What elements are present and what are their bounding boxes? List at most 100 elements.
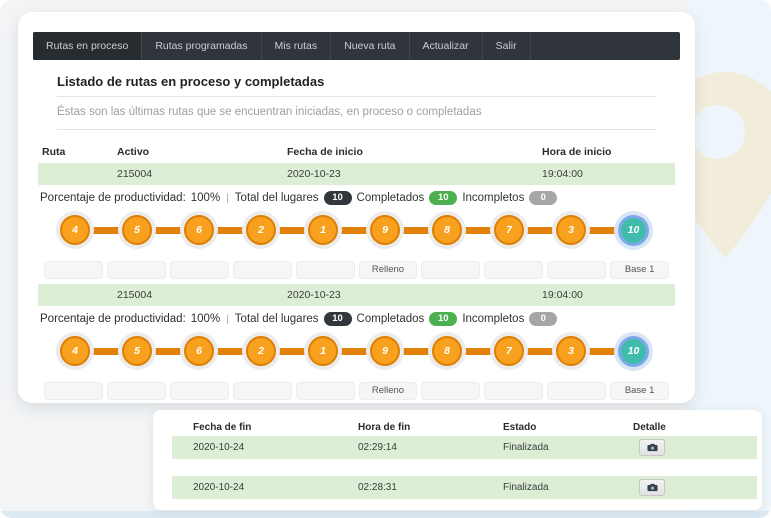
cell-activo: 215004 [117, 168, 153, 180]
finish-card: Fecha de fin Hora de fin Estado Detalle … [153, 410, 762, 510]
total-places-badge: 10 [323, 312, 352, 326]
productivity-label: Porcentaje de productividad: [40, 192, 186, 204]
status-badge: Finalizada [503, 482, 549, 493]
col-hora-inicio: Hora de inicio [542, 146, 612, 158]
detail-button[interactable] [639, 479, 665, 496]
stop-circle-3[interactable]: 3 [556, 336, 586, 366]
navbar: Rutas en proceso Rutas programadas Mis rut… [33, 32, 680, 60]
stop-label [421, 261, 481, 279]
col-detalle: Detalle [633, 421, 666, 433]
nav-item-rutas-en-proceso[interactable]: Rutas en proceso [33, 32, 143, 60]
incomplete-label: Incompletos [462, 192, 525, 204]
route-timeline: 4 5 6 2 1 9 8 7 3 10 [60, 329, 649, 373]
stop-label [547, 382, 607, 400]
stop-labels-row: Relleno Base 1 [44, 382, 670, 400]
stop-label [232, 382, 292, 400]
cell-fecha-fin: 2020-10-24 [193, 482, 245, 493]
stop-label [484, 382, 544, 400]
col-ruta: Ruta [42, 146, 66, 158]
nav-item-actualizar[interactable]: Actualizar [410, 32, 483, 60]
stop-circle-9[interactable]: 9 [370, 215, 400, 245]
stop-label [44, 382, 103, 400]
stop-circle-10[interactable]: 10 [618, 214, 649, 246]
stop-circle-9[interactable]: 9 [370, 336, 400, 366]
cell-hora-inicio: 19:04:00 [542, 289, 583, 301]
stop-label [169, 382, 229, 400]
col-activo: Activo [117, 146, 150, 158]
finish-row: 2020-10-24 02:28:31 Finalizada [172, 476, 757, 499]
camera-icon [646, 483, 658, 492]
stop-label [421, 382, 481, 400]
stop-circle-1[interactable]: 1 [308, 215, 338, 245]
col-hora-fin: Hora de fin [358, 421, 411, 433]
stop-circle-8[interactable]: 8 [432, 215, 462, 245]
cell-hora-inicio: 19:04:00 [542, 168, 583, 180]
finish-table: Fecha de fin Hora de fin Estado Detalle … [172, 420, 757, 499]
stop-label [106, 382, 166, 400]
total-places-label: Total del lugares [234, 192, 319, 204]
camera-icon [646, 443, 658, 452]
stop-label [44, 261, 103, 279]
stop-circle-2[interactable]: 2 [246, 336, 276, 366]
stop-circle-5[interactable]: 5 [122, 215, 152, 245]
page-title: Listado de rutas en proceso y completada… [57, 74, 656, 97]
stop-label: Relleno [358, 382, 418, 400]
stop-circle-3[interactable]: 3 [556, 215, 586, 245]
stop-label: Base 1 [610, 261, 670, 279]
stop-circle-10[interactable]: 10 [618, 335, 649, 367]
col-fecha-inicio: Fecha de inicio [287, 146, 363, 158]
routes-container: 215004 2020-10-23 19:04:00 Porcentaje de… [38, 163, 675, 400]
stop-circle-7[interactable]: 7 [494, 336, 524, 366]
col-fecha-fin: Fecha de fin [193, 421, 252, 433]
incomplete-badge: 0 [529, 312, 558, 326]
route-block: 215004 2020-10-23 19:04:00 Porcentaje de… [38, 163, 675, 279]
page-subtitle: Éstas son las últimas rutas que se encue… [57, 106, 656, 130]
stop-label: Relleno [358, 261, 418, 279]
stop-circle-6[interactable]: 6 [184, 336, 214, 366]
cell-hora-fin: 02:29:14 [358, 442, 397, 453]
route-timeline: 4 5 6 2 1 9 8 7 3 10 [60, 208, 649, 252]
stop-circle-7[interactable]: 7 [494, 215, 524, 245]
page-header: Listado de rutas en proceso y completada… [33, 74, 680, 130]
stop-label [295, 261, 355, 279]
route-row: 215004 2020-10-23 19:04:00 [38, 284, 675, 306]
nav-item-nueva-ruta[interactable]: Nueva ruta [331, 32, 410, 60]
routes-table: Ruta Activo Fecha de inicio Hora de inic… [33, 146, 680, 400]
route-block: 215004 2020-10-23 19:04:00 Porcentaje de… [38, 284, 675, 400]
cell-fecha-fin: 2020-10-24 [193, 442, 245, 453]
finish-rows-container: 2020-10-24 02:29:14 Finalizada 2020-10-2… [172, 436, 757, 499]
completed-label: Completados [356, 313, 425, 325]
stop-label [547, 261, 607, 279]
productivity-value: 100% [190, 192, 221, 204]
stop-circle-1[interactable]: 1 [308, 336, 338, 366]
status-badge: Finalizada [503, 442, 549, 453]
stop-label [169, 261, 229, 279]
cell-fecha-inicio: 2020-10-23 [287, 289, 341, 301]
stop-circle-2[interactable]: 2 [246, 215, 276, 245]
nav-item-rutas-programadas[interactable]: Rutas programadas [142, 32, 262, 60]
separator: | [226, 313, 229, 325]
routes-table-header: Ruta Activo Fecha de inicio Hora de inic… [38, 146, 675, 158]
stop-label [232, 261, 292, 279]
incomplete-badge: 0 [529, 191, 558, 205]
stop-circle-6[interactable]: 6 [184, 215, 214, 245]
stop-circle-4[interactable]: 4 [60, 336, 90, 366]
stop-label [295, 382, 355, 400]
bottom-strip [0, 511, 771, 518]
detail-button[interactable] [639, 439, 665, 456]
nav-item-salir[interactable]: Salir [483, 32, 531, 60]
stop-circle-5[interactable]: 5 [122, 336, 152, 366]
stop-circle-4[interactable]: 4 [60, 215, 90, 245]
nav-item-mis-rutas[interactable]: Mis rutas [262, 32, 332, 60]
stop-circle-8[interactable]: 8 [432, 336, 462, 366]
stop-label: Base 1 [610, 382, 670, 400]
cell-fecha-inicio: 2020-10-23 [287, 168, 341, 180]
col-estado: Estado [503, 421, 537, 433]
productivity-value: 100% [190, 313, 221, 325]
completed-badge: 10 [429, 191, 458, 205]
productivity-label: Porcentaje de productividad: [40, 313, 186, 325]
separator: | [226, 192, 229, 204]
completed-label: Completados [356, 192, 425, 204]
stop-label [484, 261, 544, 279]
